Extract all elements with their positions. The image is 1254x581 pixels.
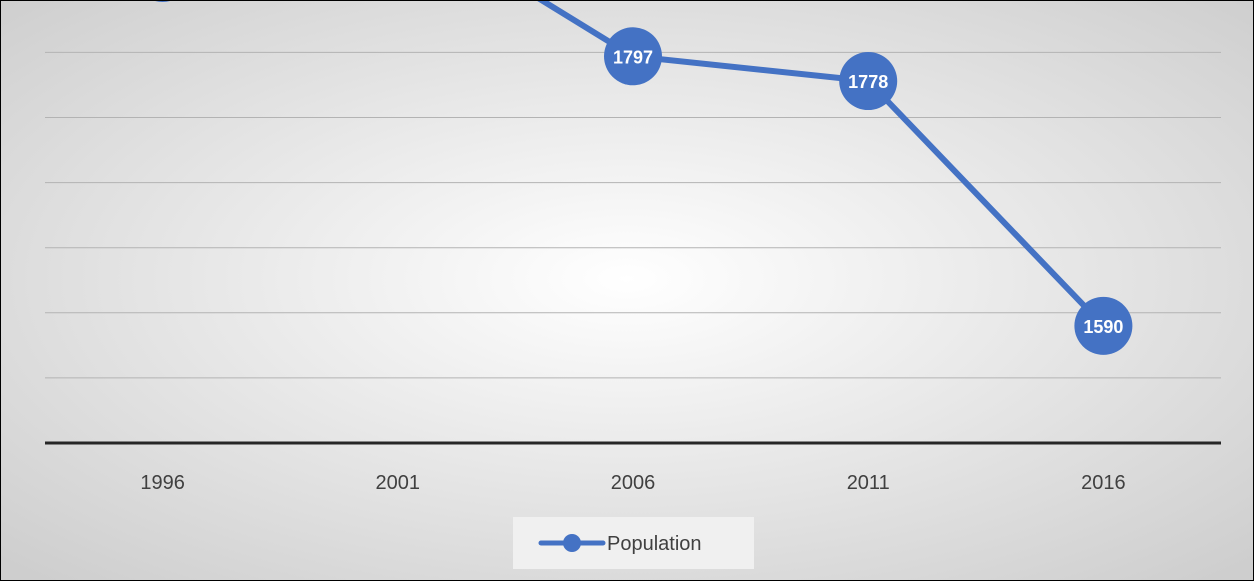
data-labels: 18611908179717781590 xyxy=(613,47,1123,337)
data-point xyxy=(1074,296,1133,355)
data-label: 1778 xyxy=(848,72,888,92)
x-axis: 1996 2001 2006 2011 2016 xyxy=(45,441,1221,494)
data-point xyxy=(604,27,662,86)
legend: Population xyxy=(513,517,754,569)
legend-marker-icon xyxy=(563,534,581,552)
data-point xyxy=(155,1,171,2)
x-tick-label: 2011 xyxy=(847,472,890,494)
legend-label: Population xyxy=(607,533,702,555)
data-label: 1797 xyxy=(613,47,653,67)
x-tick-label: 1996 xyxy=(140,472,185,494)
data-label: 1590 xyxy=(1083,317,1123,337)
x-tick-label: 2006 xyxy=(611,472,656,494)
x-tick-label: 2001 xyxy=(376,472,421,494)
x-tick-label: 2016 xyxy=(1081,472,1126,494)
data-point xyxy=(839,52,898,111)
series-population xyxy=(155,1,1133,355)
